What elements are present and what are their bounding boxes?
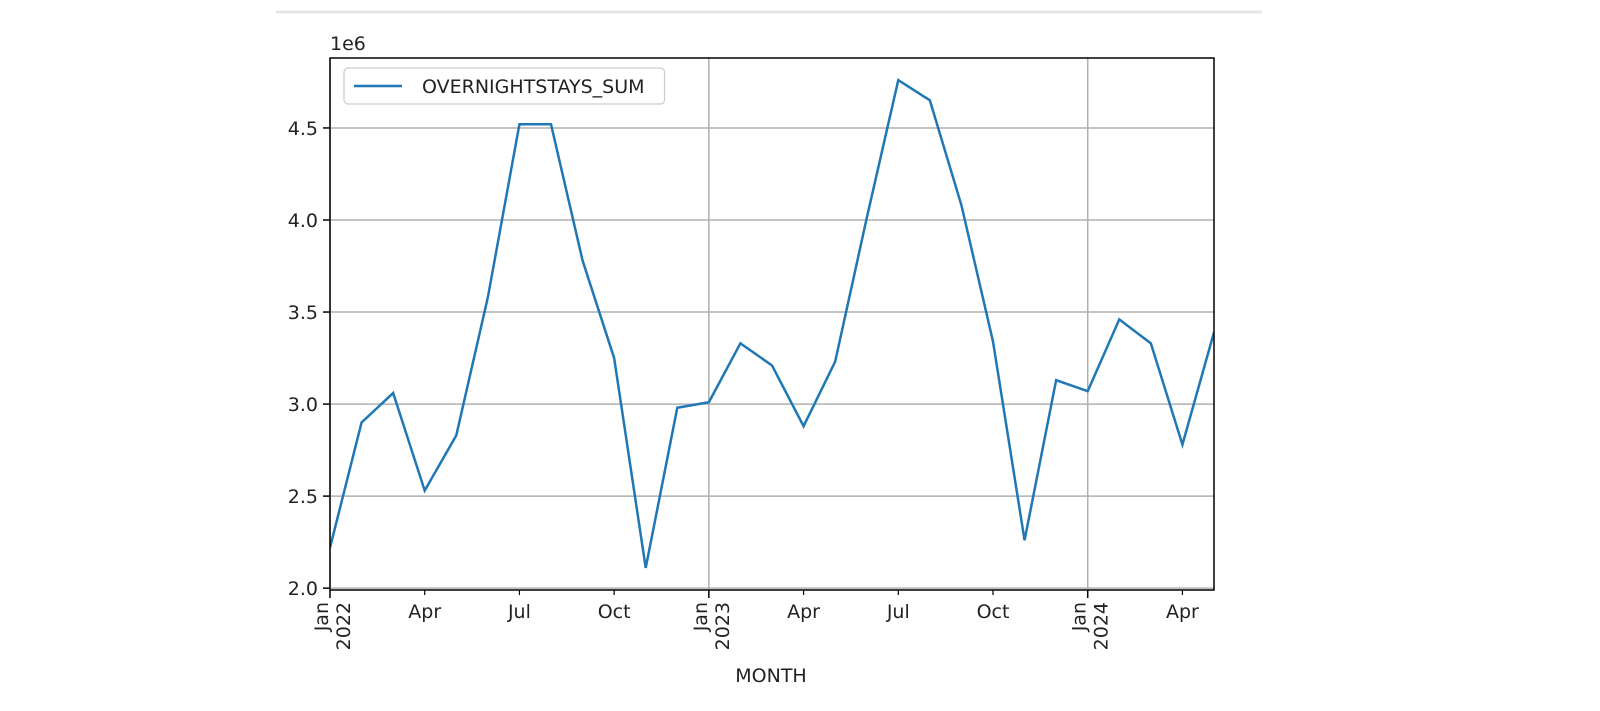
x-tick-year: 2023 — [712, 602, 734, 650]
x-minor-tick-label: Apr — [408, 601, 441, 623]
legend — [343, 67, 666, 105]
x-minor-tick-label: Oct — [598, 601, 631, 623]
x-tick-label: Jan — [690, 602, 712, 632]
x-minor-tick-label: Jul — [507, 601, 531, 623]
x-minor-tick-label: Apr — [787, 601, 820, 623]
offset-label: 1e6 — [330, 33, 366, 55]
legend-label: OVERNIGHTSTAYS_SUM — [422, 76, 645, 98]
x-tick-label: Jan — [311, 602, 333, 632]
plot-frame — [329, 57, 1215, 591]
x-minor-tick-label: Jul — [886, 601, 910, 623]
y-tick-label: 3.0 — [288, 394, 318, 416]
series-line — [330, 78, 1214, 569]
x-minor-tick-label: Oct — [977, 601, 1010, 623]
y-tick-label: 2.0 — [288, 578, 318, 600]
y-tick-label: 3.5 — [288, 302, 318, 324]
y-tick-label: 2.5 — [288, 486, 318, 508]
x-minor-tick-label: Apr — [1166, 601, 1199, 623]
x-axis-label: MONTH — [735, 665, 806, 687]
y-tick-label: 4.0 — [288, 210, 318, 232]
x-tick-year: 2024 — [1091, 602, 1113, 650]
x-tick-year: 2022 — [333, 602, 355, 650]
x-tick-label: Jan — [1069, 602, 1091, 632]
y-tick-label: 4.5 — [288, 118, 318, 140]
